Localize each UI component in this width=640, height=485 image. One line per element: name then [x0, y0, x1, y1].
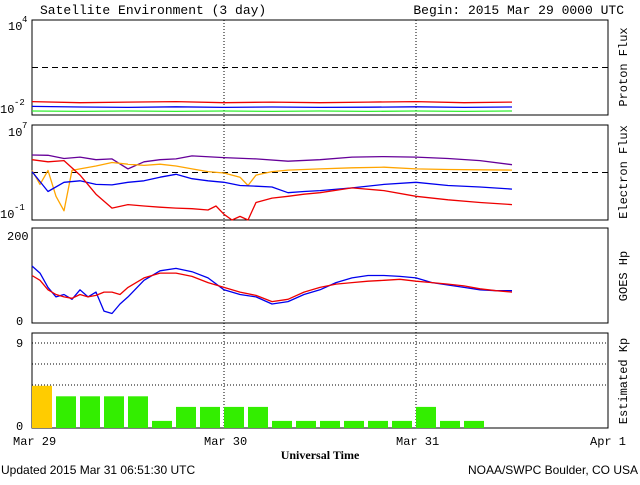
goes-ytick-0: 0: [16, 315, 23, 329]
goes-hp-ylabel: GOES Hp: [617, 251, 631, 301]
proton-series-red: [32, 102, 512, 103]
electron-ytick-top-base: 10: [8, 126, 22, 140]
proton-ytick-bottom-exp: -2: [14, 98, 25, 108]
day-separators: [224, 20, 416, 428]
proton-flux-ylabel: Proton Flux: [617, 27, 631, 106]
goes_hp-series-red: [32, 273, 512, 302]
kp-bar: [200, 407, 220, 428]
kp-gridlines: [32, 343, 608, 385]
kp-bar: [176, 407, 196, 428]
goes-ytick-200: 200: [7, 230, 29, 244]
kp-bar: [104, 396, 124, 428]
credit: NOAA/SWPC Boulder, CO USA: [468, 463, 638, 477]
kp-bar: [344, 421, 364, 428]
electron-series-purple: [32, 155, 512, 169]
kp-bar: [56, 396, 76, 428]
electron-flux-panel: [32, 125, 608, 220]
kp-bar: [248, 407, 268, 428]
xtick-mar30: Mar 30: [204, 435, 247, 449]
electron-flux-ylabel: Electron Flux: [617, 125, 631, 219]
electron-ytick-bottom-exp: -1: [14, 203, 25, 213]
proton-ytick-bottom-base: 10: [0, 103, 14, 117]
goes-hp-panel: [32, 228, 608, 323]
proton-flux-panel: [32, 20, 608, 115]
kp-bar: [392, 421, 412, 428]
chart-marks: [32, 68, 608, 429]
kp-ytick-9: 9: [16, 337, 23, 351]
electron-ytick-top: 10 7: [8, 121, 27, 140]
kp-bar: [32, 386, 52, 428]
xtick-mar31: Mar 31: [396, 435, 439, 449]
figure-title: Satellite Environment (3 day): [40, 3, 266, 18]
electron-series-blue: [32, 172, 512, 193]
proton-ytick-top-exp: 4: [22, 15, 27, 25]
kp-bar: [224, 407, 244, 428]
updated-timestamp: Updated 2015 Mar 31 06:51:30 UTC: [1, 463, 195, 477]
goes_hp-series-blue: [32, 266, 512, 314]
xtick-mar29: Mar 29: [13, 435, 56, 449]
electron-ytick-bottom-base: 10: [0, 208, 14, 222]
kp-bar: [416, 407, 436, 428]
x-axis-label: Universal Time: [281, 448, 360, 462]
kp-bar: [440, 421, 460, 428]
kp-ylabel: Estimated Kp: [617, 338, 631, 424]
proton-series-blue: [32, 106, 512, 107]
kp-bar: [128, 396, 148, 428]
kp-bar: [296, 421, 316, 428]
kp-bar: [320, 421, 340, 428]
electron-ytick-top-exp: 7: [22, 121, 27, 131]
kp-bar: [80, 396, 100, 428]
kp-bar: [464, 421, 484, 428]
electron-ytick-bottom: 10 -1: [0, 203, 25, 222]
kp-bar: [152, 421, 172, 428]
proton-ytick-bottom: 10 -2: [0, 98, 25, 117]
kp-ytick-0: 0: [16, 420, 23, 434]
kp-bar: [368, 421, 388, 428]
xtick-apr1: Apr 1: [590, 435, 626, 449]
proton-ytick-top-base: 10: [8, 20, 22, 34]
proton-ytick-top: 10 4: [8, 15, 27, 34]
begin-time: Begin: 2015 Mar 29 0000 UTC: [413, 3, 624, 18]
kp-bar: [272, 421, 292, 428]
